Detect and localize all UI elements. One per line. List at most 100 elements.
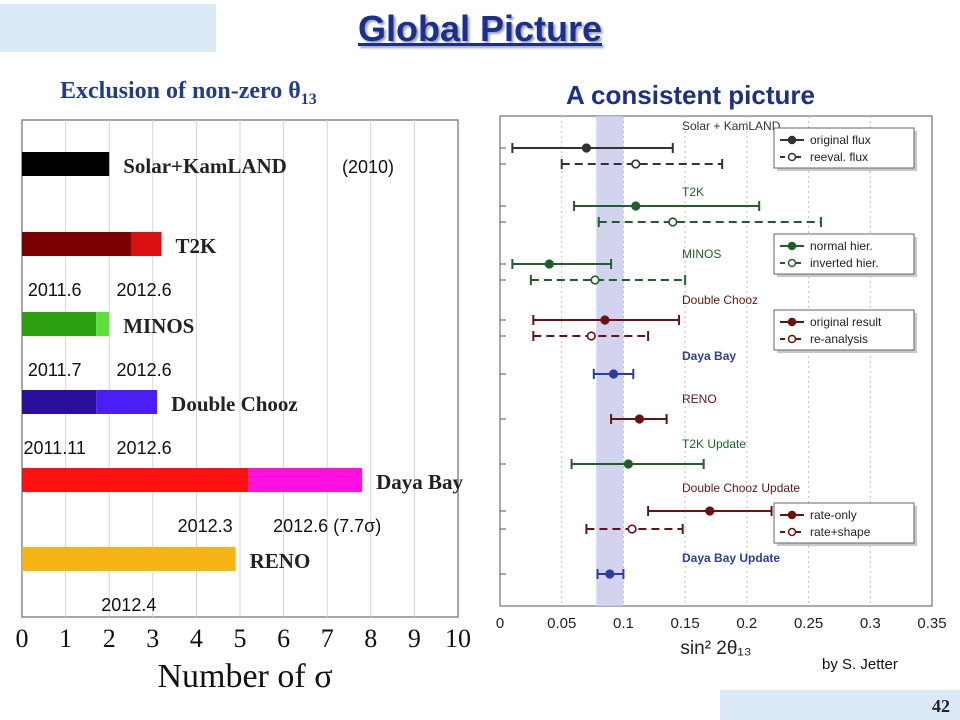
legend-swatch-marker [787, 334, 797, 344]
sigma-bar-segment [22, 312, 97, 336]
experiment-label: MINOS [682, 247, 721, 261]
x-tick-label: 0.05 [547, 615, 576, 632]
legend-entry-label: inverted hier. [810, 256, 879, 270]
bar-annotation: (2010) [342, 157, 394, 177]
byline: by S. Jetter [822, 656, 898, 673]
x-tick-label: 7 [321, 624, 334, 653]
left-subtitle-text: Exclusion of non-zero [60, 78, 289, 104]
sigma-bar-segment [131, 232, 162, 256]
legend-entry-label: reeval. flux [810, 150, 868, 164]
x-tick-label: 2 [103, 624, 116, 653]
experiment-label: T2K Update [682, 437, 746, 451]
legend-swatch-marker [787, 527, 797, 537]
legend-entry-label: rate+shape [810, 525, 871, 539]
experiment-label: Daya Bay [682, 349, 736, 363]
legend-swatch-marker [787, 317, 797, 327]
data-point [608, 369, 619, 379]
x-tick-label: 6 [277, 624, 290, 653]
data-point [631, 159, 641, 169]
footer-accent-box [720, 690, 960, 720]
x-tick-label: 0.15 [671, 615, 700, 632]
sigma-bar-segment [22, 390, 97, 414]
sigma-bar-segment [22, 232, 131, 256]
x-tick-label: 0.1 [613, 615, 634, 632]
sigma-bar-segment [22, 152, 110, 176]
data-point [605, 569, 615, 579]
experiment-label: Double Chooz [171, 392, 298, 416]
x-tick-label: 0.2 [736, 615, 757, 632]
x-tick-label: 3 [146, 624, 159, 653]
legend-box [773, 127, 915, 169]
data-point [544, 259, 554, 269]
legend-box [773, 309, 915, 351]
data-point [590, 275, 600, 285]
legend-entry-label: normal hier. [810, 239, 873, 253]
legend-box [773, 502, 915, 544]
data-point [668, 217, 678, 227]
data-point [623, 459, 633, 469]
x-tick-label: 10 [445, 624, 471, 653]
slide-title: Global Picture [357, 8, 603, 49]
legend-box [773, 233, 915, 275]
legend-swatch-marker [787, 258, 797, 268]
release-date-label: 2012.6 [117, 438, 172, 458]
x-tick-label: 0 [496, 615, 504, 632]
x-tick-label: 0 [16, 624, 29, 653]
release-date-label: 2012.6 (7.7σ) [273, 516, 381, 536]
x-tick-label: 0.3 [860, 615, 881, 632]
legend-swatch-marker [787, 152, 797, 162]
release-date-label: 2012.6 [117, 360, 172, 380]
data-point [634, 414, 645, 424]
experiment-label: T2K [682, 185, 704, 199]
sigma-bar-segment [96, 312, 110, 336]
data-point [600, 315, 610, 325]
legend-entry-label: re-analysis [810, 332, 868, 346]
theta13-comparison-chart: 0 0.05 0.1 0.15 0.2 0.25 0.3 0.35 sin² 2θ₁₃ Solar… [496, 115, 947, 659]
legend-entry-label: rate-only [810, 508, 857, 522]
sigma-bar-segment [22, 468, 249, 492]
experiment-label: RENO [250, 549, 311, 573]
experiment-label: Double Chooz [682, 293, 758, 307]
left-chart-subtitle: Exclusion of non-zero θ13 [60, 78, 317, 109]
experiment-label: Daya Bay Update [682, 551, 780, 565]
x-tick-label: 5 [234, 624, 247, 653]
data-point [631, 201, 641, 211]
release-date-label: 2011.6 [28, 280, 82, 300]
release-date-label: 2011.7 [28, 360, 82, 380]
sigma-bar-segment [96, 390, 158, 414]
legend-entry-label: original flux [810, 133, 871, 147]
release-date-label: 2012.4 [101, 595, 156, 615]
x-tick-label: 8 [364, 624, 377, 653]
x-tick-label: 0.25 [794, 615, 823, 632]
best-fit-band [596, 116, 624, 606]
sigma-exclusion-chart: 0 1 2 3 4 5 6 7 8 9 10 Number of σ Solar+KamLAND (201… [16, 119, 471, 690]
experiment-label: Double Chooz Update [682, 481, 800, 495]
x-axis-label: Number of σ [157, 658, 332, 690]
page-number: 42 [932, 696, 950, 716]
legend-swatch-marker [787, 241, 797, 251]
experiment-label: MINOS [123, 314, 194, 338]
x-tick-label: 1 [59, 624, 72, 653]
data-point [705, 506, 715, 516]
left-subtitle-theta: θ [288, 78, 301, 104]
x-tick-label: 0.35 [917, 615, 946, 632]
experiment-label: T2K [176, 234, 218, 258]
legend-entry-label: original result [810, 315, 882, 329]
x-tick-label: 9 [408, 624, 421, 653]
data-point [581, 143, 591, 153]
data-point [586, 331, 596, 341]
release-date-label: 2012.6 [117, 280, 172, 300]
release-date-label: 2012.3 [178, 516, 233, 536]
experiment-label: Daya Bay [376, 470, 463, 494]
header-accent-box [0, 4, 216, 52]
sigma-bar-segment [22, 547, 236, 571]
release-date-label: 2011.11 [23, 438, 85, 458]
x-tick-label: 4 [190, 624, 203, 653]
x-axis-label: sin² 2θ₁₃ [680, 638, 751, 659]
right-chart-subtitle: A consistent picture [566, 80, 815, 110]
data-point [627, 524, 637, 534]
legend-swatch-marker [787, 135, 797, 145]
left-subtitle-subscript: 13 [300, 91, 317, 108]
experiment-label: Solar+KamLAND [123, 154, 287, 178]
experiment-label: RENO [682, 392, 717, 406]
